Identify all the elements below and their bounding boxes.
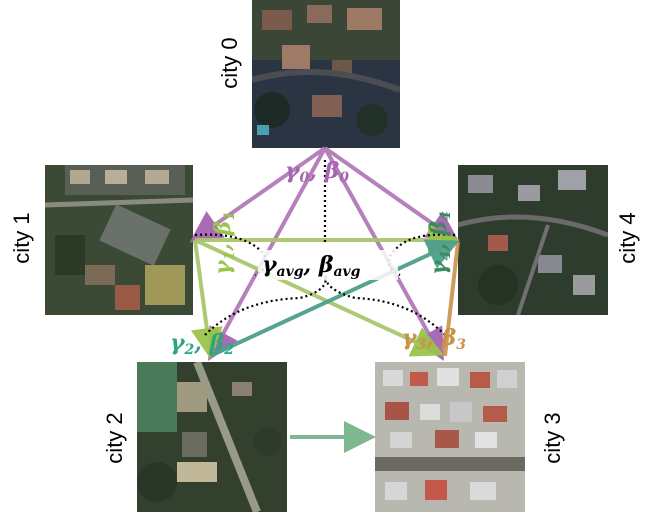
average-brace <box>194 160 456 336</box>
satellite-image-city-1 <box>45 165 193 315</box>
param-label-2: γ2, β2 <box>170 330 234 358</box>
satellite-image-city-3 <box>375 362 525 512</box>
svg-text:γ3, β3: γ3, β3 <box>402 325 466 353</box>
svg-text:γ0, β0: γ0, β0 <box>285 158 349 186</box>
param-label-1: γ1, β1 <box>210 211 238 275</box>
satellite-image-city-2 <box>137 362 287 512</box>
svg-text:γ4, β4: γ4, β4 <box>426 211 454 275</box>
svg-text:γavg, βavg: γavg, βavg <box>262 252 361 280</box>
svg-text:γ2, β2: γ2, β2 <box>170 330 234 358</box>
svg-text:γ1, β1: γ1, β1 <box>210 211 238 275</box>
param-label-0: γ0, β0 <box>285 158 349 186</box>
satellite-image-city-4 <box>458 165 608 315</box>
arrows-from-city-2 <box>209 239 460 358</box>
satellite-image-city-0 <box>252 0 400 148</box>
param-label-avg: γavg, βavg <box>258 250 398 280</box>
param-label-3: γ3, β3 <box>402 325 466 353</box>
param-label-4: γ4, β4 <box>426 211 454 275</box>
